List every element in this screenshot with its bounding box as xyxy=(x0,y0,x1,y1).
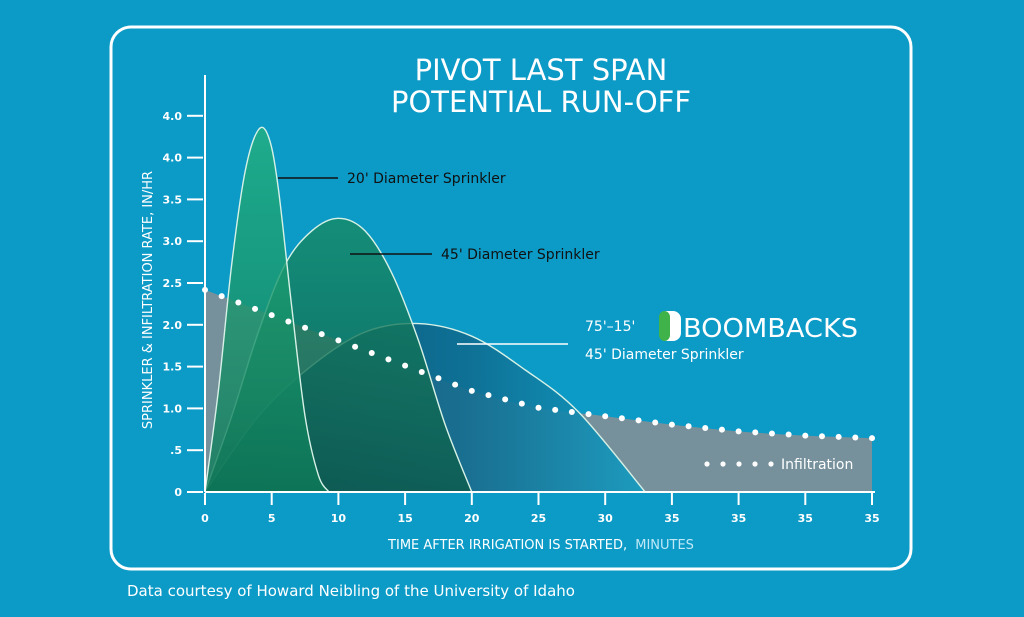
y-tick-label: 3.5 xyxy=(163,193,183,206)
boombacks-logo-text: BOOMBACKS xyxy=(683,314,858,344)
x-axis-label: TIME AFTER IRRIGATION IS STARTED, MINUTE… xyxy=(387,538,694,553)
label-infiltration: Infiltration xyxy=(781,457,853,473)
infiltration-point xyxy=(268,312,275,319)
infiltration-legend-dot xyxy=(720,461,726,467)
y-axis-label: SPRINKLER & INFILTRATION RATE, IN/HR xyxy=(141,171,156,429)
infiltration-legend-dot xyxy=(752,461,758,467)
infiltration-point xyxy=(652,419,659,426)
x-tick-label: 25 xyxy=(531,512,546,525)
y-tick-label: 0 xyxy=(174,486,182,499)
infiltration-point xyxy=(785,431,792,438)
infiltration-point xyxy=(502,396,509,403)
y-tick-label: 3.0 xyxy=(163,235,183,248)
infiltration-point xyxy=(402,362,409,369)
infiltration-point xyxy=(752,429,759,436)
infiltration-point xyxy=(518,400,525,407)
x-tick-label: 0 xyxy=(201,512,209,525)
x-tick-label: 10 xyxy=(331,512,347,525)
infiltration-legend-dot xyxy=(768,461,774,467)
infiltration-point xyxy=(235,299,242,306)
y-tick-label: 4.0 xyxy=(163,152,183,165)
label-20ft-sprinkler: 20' Diameter Sprinkler xyxy=(347,171,506,187)
infiltration-point xyxy=(702,424,709,431)
infiltration-point xyxy=(585,411,592,418)
x-tick-label: 35 xyxy=(864,512,879,525)
infiltration-point xyxy=(768,430,775,437)
infiltration-point xyxy=(802,432,809,439)
infiltration-point xyxy=(568,408,575,415)
data-credit: Data courtesy of Howard Neibling of the … xyxy=(127,582,575,600)
y-tick-label: 1.5 xyxy=(163,361,183,374)
infiltration-point xyxy=(485,392,492,399)
infiltration-point xyxy=(535,404,542,411)
infiltration-legend-dot xyxy=(736,461,742,467)
x-tick-label: 5 xyxy=(268,512,276,525)
infiltration-point xyxy=(252,305,259,312)
x-tick-label: 15 xyxy=(397,512,412,525)
x-axis-label-unit: MINUTES xyxy=(635,538,694,553)
infiltration-legend: Infiltration xyxy=(704,457,853,473)
label-45ft-sprinkler: 45' Diameter Sprinkler xyxy=(441,247,600,263)
infiltration-point xyxy=(385,356,392,363)
x-tick-label: 35 xyxy=(664,512,679,525)
label-boombacks-prefix: 75'–15' xyxy=(585,319,635,335)
infiltration-point xyxy=(835,433,842,440)
y-tick-label: 2.5 xyxy=(163,277,183,290)
y-tick-label: 1.0 xyxy=(163,402,183,415)
infiltration-point xyxy=(285,318,292,325)
infiltration-point xyxy=(869,435,875,442)
x-axis-label-main: TIME AFTER IRRIGATION IS STARTED, xyxy=(387,538,627,553)
infiltration-point xyxy=(635,417,642,424)
series-area-0 xyxy=(205,127,330,493)
chart-title-line1: PIVOT LAST SPAN xyxy=(415,53,668,87)
infiltration-point xyxy=(618,415,625,422)
infiltration-point xyxy=(452,381,459,388)
infiltration-point xyxy=(602,413,609,420)
infiltration-point xyxy=(852,434,859,441)
infiltration-point xyxy=(435,375,442,382)
infiltration-point xyxy=(418,368,425,375)
infiltration-point xyxy=(368,350,375,357)
infiltration-point xyxy=(302,324,309,331)
x-tick-label: 35 xyxy=(798,512,813,525)
infiltration-point xyxy=(685,423,692,430)
infiltration-point xyxy=(718,426,725,433)
y-tick-label: 2.0 xyxy=(163,319,183,332)
boombacks-logo-mark-green xyxy=(659,311,670,341)
infiltration-point xyxy=(468,387,475,394)
y-axis-ticks: 0 .5 1.0 1.5 2.0 2.5 3.0 3.5 4.0 4.0 xyxy=(163,110,203,499)
y-tick-label: 4.0 xyxy=(163,110,183,123)
x-tick-label: 35 xyxy=(731,512,746,525)
series-line-0 xyxy=(204,126,330,493)
infiltration-point xyxy=(318,331,325,338)
x-tick-label: 20 xyxy=(464,512,480,525)
infiltration-point xyxy=(668,421,675,428)
x-axis-ticks: 0 5 10 15 20 25 30 35 35 35 35 xyxy=(201,493,880,525)
label-boombacks-sprinkler: 45' Diameter Sprinkler xyxy=(585,347,744,363)
boombacks-logo: BOOMBACKS xyxy=(659,311,858,344)
y-tick-label: .5 xyxy=(170,444,182,457)
infiltration-point xyxy=(818,433,825,440)
infiltration-point xyxy=(335,337,342,344)
chart-areas xyxy=(202,126,875,493)
infiltration-point xyxy=(352,343,359,350)
chart-title-line2: POTENTIAL RUN-OFF xyxy=(391,85,691,119)
x-tick-label: 30 xyxy=(598,512,614,525)
infiltration-point xyxy=(735,428,742,435)
infiltration-point xyxy=(218,293,225,300)
infiltration-point xyxy=(552,406,559,413)
infiltration-legend-dot xyxy=(704,461,710,467)
